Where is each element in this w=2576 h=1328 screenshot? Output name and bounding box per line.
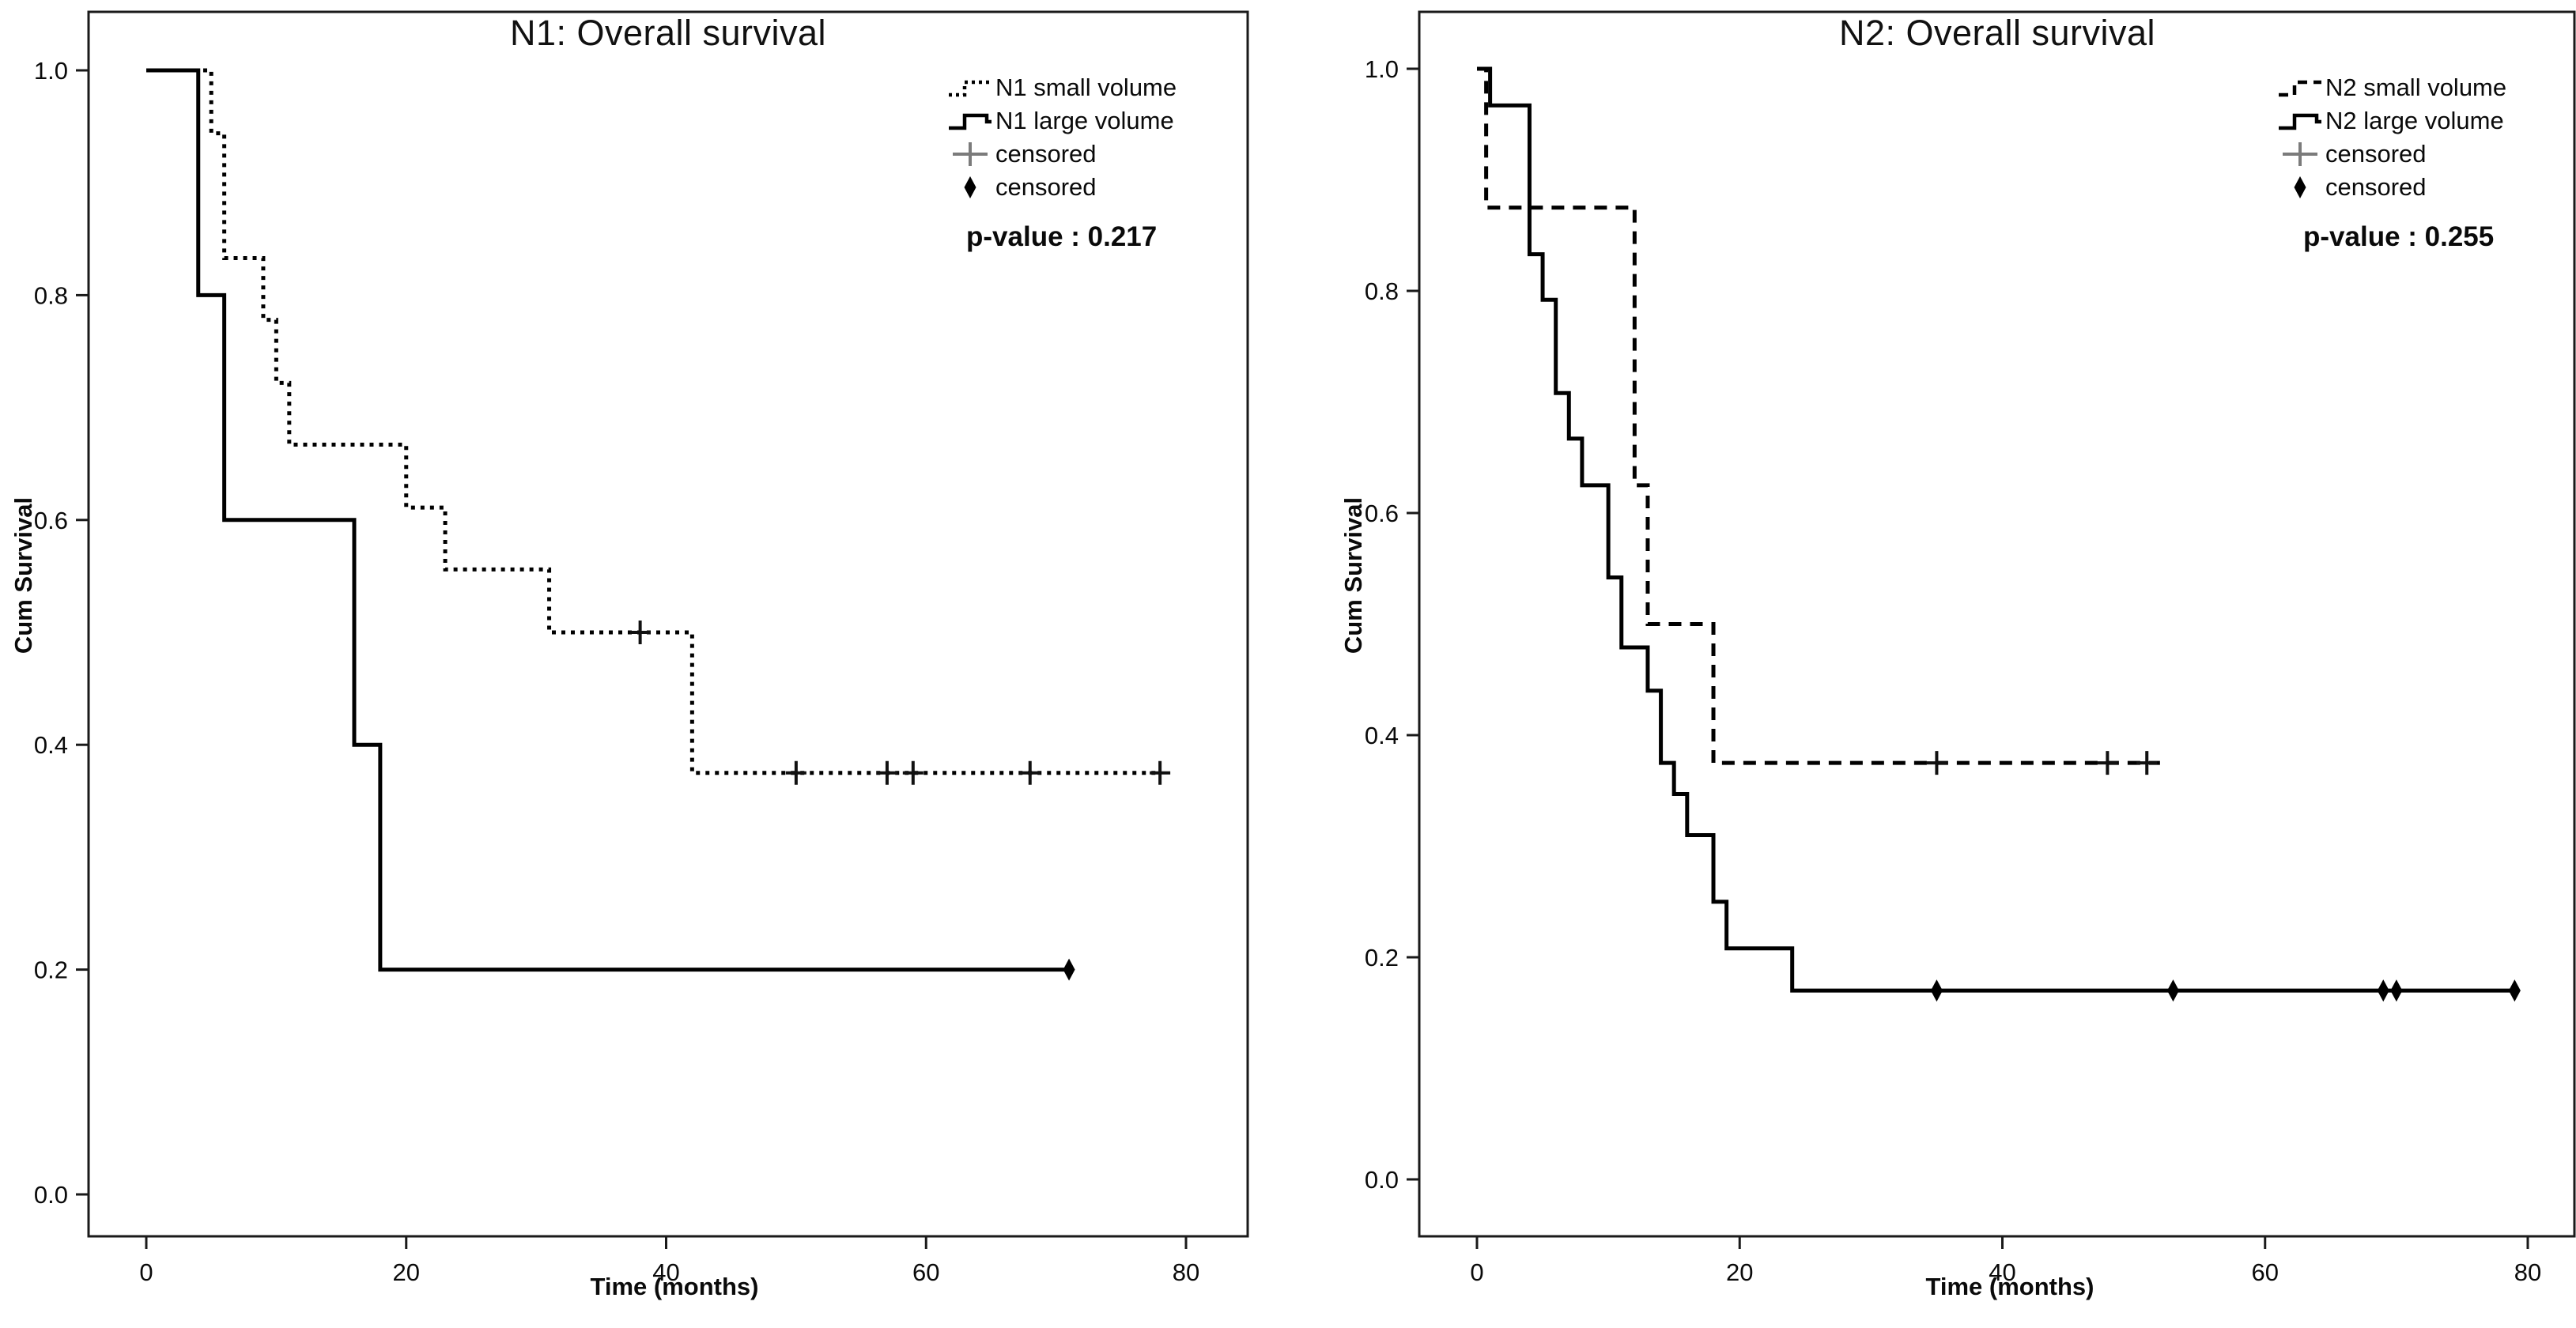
x-axis-label: Time (months): [590, 1273, 759, 1300]
chart-title: N2: Overall survival: [1838, 13, 2156, 53]
plus-censor-icon: [953, 142, 988, 166]
dotted-step-line-icon: [949, 80, 991, 97]
panel-n1-overall-survival: 1.0 0.8 0.6 0.4 0.2 0.0 0 20 40 60 80 N1: Overall …: [9, 10, 1249, 1300]
y-tick-label: 1.0: [1365, 55, 1399, 83]
kaplan-meier-plot-n2: 1.0 0.8 0.6 0.4 0.2 0.0 0 20 40 60 80: [1365, 10, 2576, 1286]
censor-diamond-mark: [2390, 979, 2403, 1002]
y-tick-label: 0.8: [34, 281, 68, 309]
legend-label: N1 large volume: [995, 107, 1174, 134]
p-value-text: p-value : 0.217: [966, 221, 1158, 252]
legend: N1 small volume N1 large volume censored…: [947, 71, 1177, 204]
y-tick-label: 0.0: [1365, 1166, 1399, 1194]
y-tick-label: 1.0: [34, 57, 68, 85]
y-tick-label: 0.2: [1365, 944, 1399, 971]
legend-label: N1 small volume: [995, 74, 1177, 101]
x-tick-label: 20: [393, 1258, 420, 1286]
p-value-text: p-value : 0.255: [2303, 221, 2495, 252]
x-tick-label: 60: [2252, 1258, 2279, 1286]
plus-censor-icon: [2283, 142, 2317, 166]
legend-item-small-volume: N1 small volume: [947, 71, 1177, 104]
y-axis-label: Cum Survival: [1339, 496, 1367, 655]
diamond-censor-icon: [2294, 176, 2306, 198]
panel-n2-overall-survival: 1.0 0.8 0.6 0.4 0.2 0.0 0 20 40 60 80 N2: Overall …: [1288, 0, 2576, 1328]
legend-label: N2 small volume: [2325, 74, 2507, 101]
y-tick-label: 0.6: [34, 507, 68, 534]
x-tick-label: 20: [1726, 1258, 1753, 1286]
y-tick-label: 0.2: [34, 956, 68, 984]
x-tick-label: 0: [139, 1258, 153, 1286]
y-tick-label: 0.8: [1365, 277, 1399, 305]
survival-curve-n2-large-volume: [1477, 66, 2515, 993]
legend-item-small-volume: N2 small volume: [2277, 71, 2506, 104]
x-tick-label: 0: [1470, 1258, 1483, 1286]
censor-diamond-mark: [2508, 979, 2521, 1002]
legend-label: censored: [995, 140, 1097, 168]
survival-curve-n1-large-volume: [146, 68, 1070, 972]
y-tick-label: 0.6: [1365, 500, 1399, 527]
dashed-step-line-icon: [2279, 80, 2321, 97]
solid-step-line-icon: [2279, 113, 2321, 130]
plot-frame: [87, 10, 1249, 1238]
legend-item-censored-diamond: censored: [947, 171, 1177, 204]
legend-item-censored-plus: censored: [2277, 138, 2506, 171]
survival-curve-n2-small-volume: [1477, 66, 2160, 765]
censor-diamond-mark: [2166, 979, 2179, 1002]
solid-step-line-icon: [949, 113, 991, 130]
x-tick-label: 40: [1989, 1258, 2015, 1286]
y-tick-label: 0.0: [34, 1181, 68, 1209]
x-tick-label: 60: [912, 1258, 939, 1286]
y-tick-label: 0.4: [34, 731, 68, 759]
plot-frame: [1418, 10, 2576, 1238]
legend-item-censored-plus: censored: [947, 138, 1177, 171]
censor-diamond-mark: [1063, 958, 1075, 981]
censor-diamond-mark: [2377, 979, 2389, 1002]
survival-curve-n1-small-volume: [146, 68, 1161, 775]
legend: N2 small volume N2 large volume censored…: [2277, 71, 2506, 204]
legend-label: censored: [2325, 140, 2427, 168]
legend-label: censored: [2325, 173, 2427, 201]
y-tick-label: 0.4: [1365, 722, 1399, 749]
legend-label: N2 large volume: [2325, 107, 2504, 134]
kaplan-meier-plot-n1: 1.0 0.8 0.6 0.4 0.2 0.0 0 20 40 60 80: [34, 10, 1249, 1286]
legend-item-large-volume: N2 large volume: [2277, 104, 2506, 138]
legend-item-censored-diamond: censored: [2277, 171, 2506, 204]
diamond-censor-icon: [964, 176, 976, 198]
censor-diamond-mark: [1930, 979, 1943, 1002]
x-tick-label: 80: [1173, 1258, 1199, 1286]
legend-item-large-volume: N1 large volume: [947, 104, 1177, 138]
x-tick-label: 40: [652, 1258, 679, 1286]
x-axis-label: Time (months): [1925, 1273, 2094, 1300]
x-tick-label: 80: [2514, 1258, 2541, 1286]
legend-label: censored: [995, 173, 1097, 201]
y-axis-label: Cum Survival: [9, 496, 37, 655]
chart-title: N1: Overall survival: [509, 13, 827, 53]
